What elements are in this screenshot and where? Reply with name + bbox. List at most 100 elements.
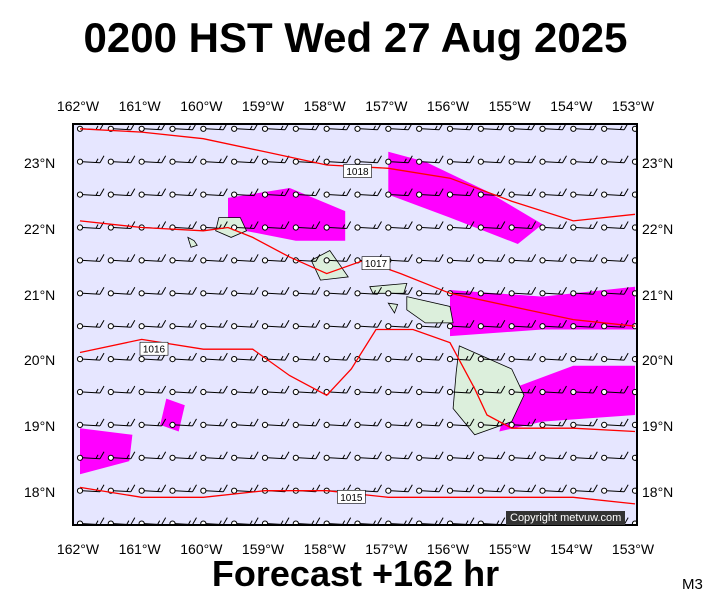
wind-barb	[169, 188, 197, 198]
wind-barb	[354, 188, 382, 198]
wind-barb	[601, 155, 629, 165]
wind-barb	[508, 188, 537, 198]
wind-barb	[570, 287, 598, 297]
wind-barb	[477, 484, 506, 494]
model-code: M3	[682, 576, 703, 593]
wind-barb	[446, 352, 475, 363]
wind-barb	[477, 221, 506, 231]
wind-barb	[261, 484, 290, 494]
chart-title: 0200 HST Wed 27 Aug 2025	[83, 14, 628, 61]
wind-barb	[200, 254, 228, 264]
wind-barb	[570, 155, 598, 165]
wind-barb	[292, 287, 321, 297]
wind-barb	[570, 188, 598, 198]
wind-barb	[539, 254, 567, 264]
wind-barb	[508, 484, 537, 494]
wind-barb	[508, 319, 537, 330]
latitude-label: 21°N	[642, 286, 674, 303]
longitude-label: 162°W	[56, 541, 100, 557]
wind-barb	[76, 451, 105, 461]
wind-barb	[416, 352, 444, 363]
wind-barb	[354, 221, 382, 231]
wind-barb	[631, 454, 636, 461]
wind-barb	[231, 125, 258, 132]
wind-barb	[200, 125, 227, 132]
wind-barb	[601, 451, 629, 461]
wind-barb	[416, 517, 444, 524]
wind-barb	[292, 517, 321, 524]
wind-barb	[385, 451, 413, 461]
wind-barb	[446, 451, 475, 461]
wind-barb	[107, 188, 136, 198]
wind-barb	[292, 319, 321, 330]
wind-barb	[631, 290, 636, 297]
wind-barb	[416, 319, 444, 330]
wind-barb	[169, 385, 197, 396]
wind-barb	[138, 319, 167, 330]
wind-barb	[231, 188, 259, 198]
wind-barb	[570, 352, 598, 363]
wind-barb	[354, 418, 382, 429]
wind-barb	[416, 484, 444, 494]
wind-barb	[354, 125, 381, 132]
longitude-label: 157°W	[365, 98, 408, 114]
wind-barb	[631, 356, 636, 363]
wind-barb	[446, 484, 475, 494]
wind-barb	[323, 451, 352, 461]
wind-barb	[138, 385, 167, 396]
wind-barb	[508, 352, 537, 363]
wind-barb	[231, 517, 259, 524]
wind-barb	[138, 254, 167, 264]
wind-barb	[138, 418, 167, 429]
wind-barb	[570, 451, 598, 461]
latitude-label: 22°N	[24, 220, 56, 237]
wind-barb	[631, 125, 636, 132]
wind-barb	[323, 319, 352, 330]
wind-barb	[477, 517, 506, 524]
wind-barb	[261, 254, 290, 264]
isobar-label: 1017	[361, 256, 391, 270]
wind-barb	[323, 517, 352, 524]
wind-barb	[231, 418, 259, 429]
wind-barb	[385, 155, 413, 165]
wind-barb	[323, 188, 352, 198]
copyright-badge: Copyright metvuw.com	[506, 511, 626, 525]
wind-barb	[169, 418, 197, 429]
wind-barb	[231, 319, 259, 330]
wind-barb	[539, 418, 567, 429]
wind-barb	[539, 125, 566, 132]
wind-barb	[570, 385, 598, 396]
wind-barb	[631, 257, 636, 264]
island-hawaii	[452, 345, 525, 436]
wind-barb	[292, 418, 321, 429]
wind-barb	[169, 517, 197, 524]
wind-barb	[416, 125, 443, 132]
longitude-label: 161°W	[118, 541, 161, 557]
wind-barb	[477, 451, 506, 461]
wind-barb	[76, 418, 105, 429]
wind-barb	[570, 319, 598, 330]
longitude-label: 161°W	[118, 98, 161, 114]
wind-barb	[539, 155, 567, 165]
wind-barb	[76, 155, 105, 165]
longitude-label: 157°W	[365, 541, 408, 557]
wind-barb	[200, 155, 228, 165]
wind-barb	[107, 385, 136, 396]
wind-barb	[200, 451, 228, 461]
wind-barb	[231, 287, 259, 297]
rain-area	[160, 398, 185, 432]
wind-barb	[385, 319, 413, 330]
wind-barb	[107, 254, 136, 264]
island-oahu	[310, 249, 349, 281]
wind-barb	[292, 451, 321, 461]
wind-barb	[200, 418, 228, 429]
wind-barb	[107, 287, 136, 297]
wind-barb	[354, 451, 382, 461]
latitude-label: 20°N	[642, 352, 674, 369]
wind-barb	[601, 188, 629, 198]
wind-barb	[570, 221, 598, 231]
wind-barb	[508, 451, 537, 461]
wind-barb	[446, 418, 475, 429]
rain-area	[499, 365, 635, 432]
wind-barb	[508, 287, 537, 297]
